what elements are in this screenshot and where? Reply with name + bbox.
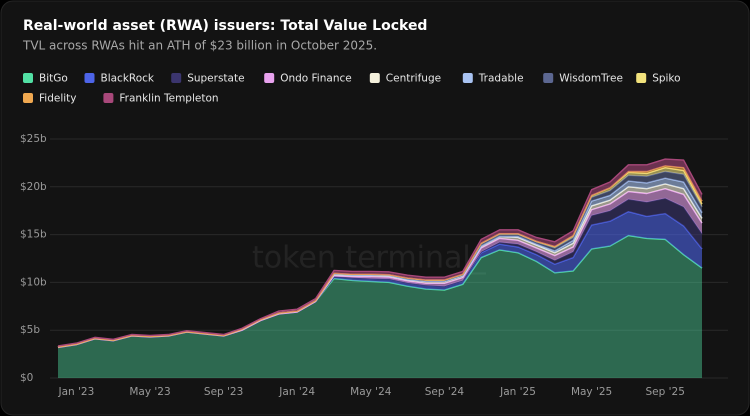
legend-swatch xyxy=(23,93,33,103)
y-tick-label: $10b xyxy=(20,276,47,288)
area-line xyxy=(57,158,703,347)
legend-swatch xyxy=(462,73,473,83)
legend-swatch xyxy=(103,93,114,103)
legend-swatch xyxy=(171,73,182,83)
legend-swatch xyxy=(636,73,647,83)
x-tick-label: Jan '23 xyxy=(58,386,95,398)
x-tick-label: Jan '24 xyxy=(278,386,315,398)
y-tick-label: $5b xyxy=(20,324,40,336)
legend-label: BitGo xyxy=(39,73,68,85)
legend-swatch xyxy=(543,73,554,83)
legend-label: Tradable xyxy=(478,73,524,85)
chart-title: Real-world asset (RWA) issuers: Total Va… xyxy=(23,18,427,34)
legend-swatch xyxy=(264,73,275,83)
legend-swatch xyxy=(23,73,33,83)
legend-swatch xyxy=(369,73,380,83)
legend-label: Franklin Templeton xyxy=(119,93,218,105)
legend-swatch xyxy=(84,73,95,83)
legend-label: BlackRock xyxy=(101,73,155,85)
x-tick-label: May '25 xyxy=(571,386,612,398)
area xyxy=(58,211,702,348)
x-tick-label: May '23 xyxy=(129,386,170,398)
watermark: token terminal_ xyxy=(252,241,487,276)
legend-label: Superstate xyxy=(187,73,244,85)
x-tick-label: Jan '25 xyxy=(499,386,536,398)
y-tick-label: $0 xyxy=(20,372,33,384)
x-tick-label: Sep '24 xyxy=(425,386,465,398)
y-tick-label: $15b xyxy=(20,229,47,241)
legend-label: Spiko xyxy=(652,73,680,85)
legend-label: Centrifuge xyxy=(386,73,441,85)
x-tick-label: Sep '23 xyxy=(204,386,243,398)
legend-label: Ondo Finance xyxy=(280,73,352,85)
x-tick-label: May '24 xyxy=(350,386,392,398)
area xyxy=(58,198,702,348)
chart-subtitle: TVL across RWAs hit an ATH of $23 billio… xyxy=(22,39,377,53)
x-tick-label: Sep '25 xyxy=(646,386,685,398)
legend-label: Fidelity xyxy=(39,93,76,105)
y-tick-label: $25b xyxy=(20,133,47,145)
area xyxy=(58,235,702,378)
legend-label: WisdomTree xyxy=(559,73,623,85)
y-tick-label: $20b xyxy=(20,181,47,193)
